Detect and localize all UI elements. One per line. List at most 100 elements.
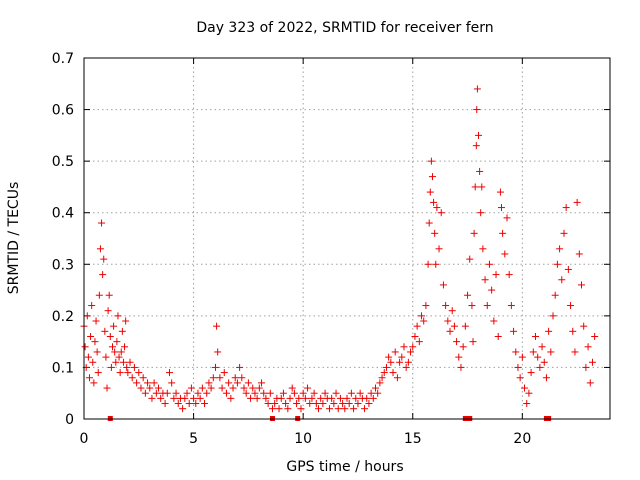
data-point bbox=[293, 400, 301, 408]
y-tick-label: 0 bbox=[65, 412, 74, 428]
data-point bbox=[222, 389, 230, 397]
data-point bbox=[413, 322, 421, 330]
data-point bbox=[275, 405, 283, 413]
data-point bbox=[367, 389, 375, 397]
chart-title: Day 323 of 2022, SRMTID for receiver fer… bbox=[196, 20, 493, 36]
data-point bbox=[218, 384, 226, 392]
x-tick-label: 5 bbox=[189, 431, 198, 447]
data-point bbox=[586, 379, 594, 387]
data-point bbox=[227, 394, 235, 402]
x-tick-label: 0 bbox=[80, 431, 89, 447]
data-point bbox=[512, 348, 520, 356]
y-tick-label: 0.7 bbox=[52, 51, 74, 67]
data-point bbox=[152, 389, 160, 397]
data-point bbox=[83, 312, 91, 320]
data-point bbox=[229, 384, 237, 392]
data-point bbox=[183, 389, 191, 397]
data-point bbox=[560, 229, 568, 237]
data-point bbox=[213, 322, 221, 330]
y-tick-label: 0.2 bbox=[52, 309, 74, 325]
data-point bbox=[319, 400, 327, 408]
data-point bbox=[424, 260, 432, 268]
data-point bbox=[428, 173, 436, 181]
data-point bbox=[564, 265, 572, 273]
data-point bbox=[584, 343, 592, 351]
data-point bbox=[277, 394, 285, 402]
x-tick-label: 15 bbox=[404, 431, 422, 447]
data-point bbox=[446, 327, 454, 335]
data-point bbox=[115, 353, 123, 361]
data-point bbox=[122, 317, 130, 325]
data-point bbox=[569, 327, 577, 335]
data-point bbox=[422, 302, 430, 310]
data-point bbox=[328, 394, 336, 402]
data-point bbox=[549, 312, 557, 320]
data-point bbox=[427, 157, 435, 165]
data-point bbox=[187, 384, 195, 392]
data-point bbox=[123, 363, 131, 371]
data-point bbox=[582, 363, 590, 371]
data-point bbox=[350, 405, 358, 413]
x-tick-label: 10 bbox=[294, 431, 312, 447]
data-point bbox=[104, 307, 112, 315]
data-point bbox=[387, 358, 395, 366]
data-point bbox=[352, 394, 360, 402]
data-point bbox=[450, 322, 458, 330]
data-point bbox=[135, 369, 143, 377]
data-point bbox=[137, 384, 145, 392]
data-point bbox=[126, 358, 134, 366]
data-point bbox=[531, 332, 539, 340]
data-point bbox=[103, 384, 111, 392]
data-point bbox=[473, 85, 481, 93]
data-point bbox=[540, 358, 548, 366]
data-point bbox=[85, 374, 93, 382]
data-point bbox=[468, 302, 476, 310]
data-point bbox=[425, 219, 433, 227]
data-point bbox=[407, 348, 415, 356]
data-point bbox=[336, 394, 344, 402]
data-point bbox=[396, 358, 404, 366]
data-point bbox=[448, 307, 456, 315]
data-point bbox=[558, 276, 566, 284]
data-point bbox=[521, 384, 529, 392]
data-point bbox=[181, 394, 189, 402]
data-point bbox=[325, 405, 333, 413]
data-point bbox=[431, 229, 439, 237]
data-point bbox=[400, 343, 408, 351]
data-point bbox=[212, 363, 219, 371]
data-point bbox=[545, 327, 553, 335]
data-point bbox=[89, 358, 97, 366]
data-point bbox=[110, 322, 118, 330]
data-point bbox=[112, 358, 120, 366]
data-point bbox=[306, 400, 314, 408]
data-point bbox=[174, 400, 182, 408]
data-point bbox=[315, 405, 323, 413]
data-point bbox=[98, 219, 106, 227]
data-point bbox=[356, 389, 364, 397]
data-point bbox=[488, 286, 496, 294]
data-point bbox=[108, 343, 116, 351]
data-point bbox=[163, 389, 171, 397]
data-point bbox=[117, 348, 125, 356]
data-point bbox=[466, 255, 474, 263]
data-point bbox=[231, 374, 239, 382]
data-point bbox=[505, 271, 513, 279]
data-point bbox=[247, 394, 255, 402]
data-point bbox=[536, 363, 544, 371]
data-point bbox=[290, 389, 298, 397]
data-point bbox=[236, 363, 244, 371]
data-point bbox=[284, 405, 292, 413]
data-point bbox=[111, 348, 119, 356]
data-point bbox=[266, 389, 274, 397]
data-point bbox=[567, 302, 575, 310]
data-point bbox=[148, 394, 156, 402]
data-point bbox=[271, 400, 279, 408]
data-point bbox=[547, 348, 555, 356]
data-point bbox=[121, 343, 129, 351]
data-point bbox=[107, 363, 115, 371]
data-point bbox=[146, 384, 154, 392]
data-point bbox=[483, 302, 491, 310]
data-point bbox=[225, 379, 233, 387]
data-point bbox=[139, 374, 147, 382]
data-point bbox=[150, 379, 158, 387]
